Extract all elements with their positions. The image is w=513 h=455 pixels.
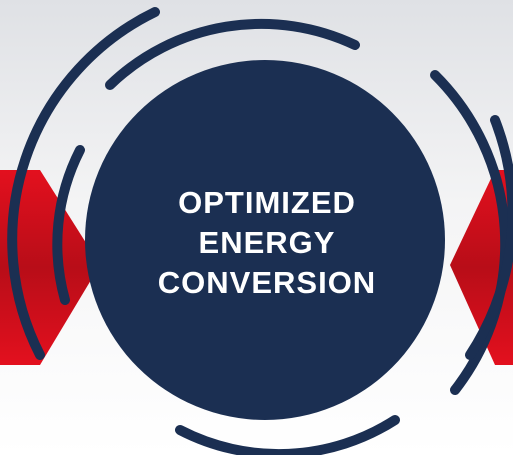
title-line: CONVERSION [158,265,376,300]
arc [465,115,513,360]
title-line: OPTIMIZED [178,185,356,220]
arc [175,415,400,455]
center-circle [85,60,445,420]
arc [430,70,511,395]
arc [105,18,360,90]
arc [52,145,85,305]
arc [7,7,160,360]
title-line: ENERGY [199,225,336,260]
